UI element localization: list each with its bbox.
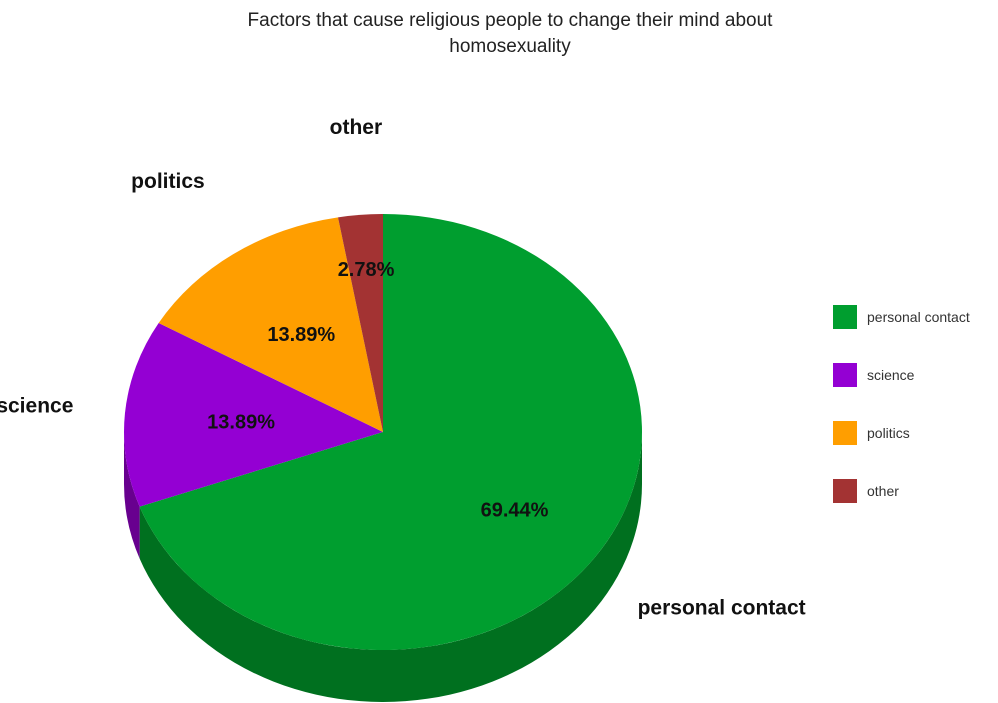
legend-item-politics: politics — [833, 421, 970, 445]
pie-side-personal-contact — [139, 432, 643, 702]
chart-title: Factors that cause religious people to c… — [150, 8, 870, 60]
pie-category-label-other: other — [330, 116, 383, 139]
pie-slice-personal-contact — [139, 214, 643, 650]
legend-swatch-personal-contact — [833, 305, 857, 329]
legend-label-personal-contact: personal contact — [867, 309, 970, 325]
pie-side-science — [124, 432, 140, 559]
pie-value-label-politics: 13.89% — [267, 324, 335, 346]
legend-swatch-science — [833, 363, 857, 387]
legend-item-personal-contact: personal contact — [833, 305, 970, 329]
pie-slice-science — [124, 323, 384, 507]
pie-value-label-personal-contact: 69.44% — [481, 500, 549, 522]
pie-category-label-personal-contact: personal contact — [638, 597, 806, 620]
legend-swatch-other — [833, 479, 857, 503]
pie-slice-other — [337, 214, 383, 432]
legend-swatch-politics — [833, 421, 857, 445]
legend: personal contact science politics other — [833, 305, 970, 537]
chart-title-line-2: homosexuality — [449, 36, 571, 57]
legend-label-politics: politics — [867, 425, 910, 441]
legend-item-other: other — [833, 479, 970, 503]
pie-category-label-science: science — [0, 394, 73, 417]
pie-category-label-politics: politics — [131, 170, 205, 193]
pie-value-label-other: 2.78% — [338, 259, 395, 281]
chart-title-line-1: Factors that cause religious people to c… — [247, 10, 773, 31]
pie-slice-politics — [158, 217, 383, 432]
legend-label-science: science — [867, 367, 915, 383]
pie-value-label-science: 13.89% — [207, 412, 275, 434]
legend-item-science: science — [833, 363, 970, 387]
legend-label-other: other — [867, 483, 899, 499]
